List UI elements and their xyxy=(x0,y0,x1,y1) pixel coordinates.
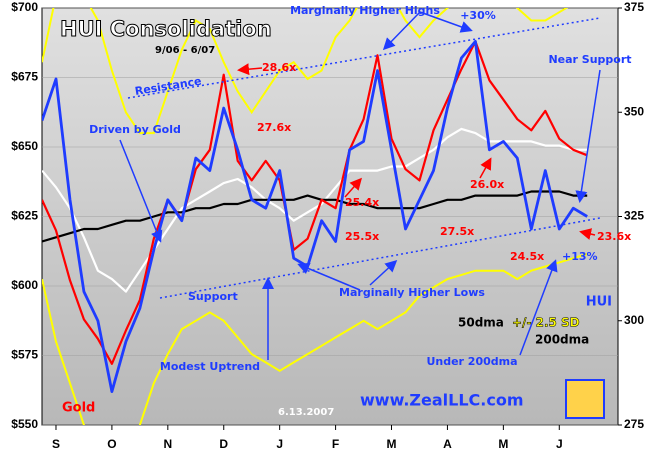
annotation: 25.4x xyxy=(345,196,379,209)
legend-label: 50dma xyxy=(458,316,504,330)
band-line xyxy=(42,8,569,135)
band-line xyxy=(42,253,588,425)
subtitle: 9/06 - 6/07 xyxy=(155,45,215,56)
y-tick-label: $700 xyxy=(11,0,38,14)
y2-tick-label: 300 xyxy=(624,313,644,327)
x-tick-label: N xyxy=(163,437,172,451)
series-line xyxy=(42,127,588,293)
annotation: Marginally Higher Lows xyxy=(339,286,485,299)
y-tick-label: $575 xyxy=(11,348,38,362)
annotation: 27.6x xyxy=(257,121,291,134)
y2-tick-label: 275 xyxy=(624,417,644,431)
annotation: 27.5x xyxy=(440,225,474,238)
x-tick-label: J xyxy=(556,437,563,451)
annotation: 28.6x xyxy=(262,61,296,74)
x-tick-label: F xyxy=(332,437,339,451)
annotation: Modest Uptrend xyxy=(160,360,260,373)
annotation: www.ZealLLC.com xyxy=(360,391,524,410)
annotation: Marginally Higher Highs xyxy=(290,4,440,17)
logo xyxy=(565,379,605,419)
y2-tick-label: 325 xyxy=(624,209,644,223)
series-line xyxy=(42,40,588,393)
annotation: +30% xyxy=(460,9,496,22)
annotation: 24.5x xyxy=(510,250,544,263)
annotation: 6.13.2007 xyxy=(278,407,334,418)
x-tick-label: M xyxy=(498,437,508,451)
y2-tick-label: 350 xyxy=(624,104,644,118)
annotation: 23.6x xyxy=(597,230,631,243)
series-line xyxy=(42,190,588,243)
legend-label: 200dma xyxy=(535,333,589,347)
annotation: 25.5x xyxy=(345,230,379,243)
x-tick-label: J xyxy=(276,437,283,451)
y-tick-label: $625 xyxy=(11,209,38,223)
annotation: +13% xyxy=(562,250,598,263)
series-line xyxy=(42,40,588,365)
legend-label: +/- 2.5 SD xyxy=(512,316,580,330)
x-tick-label: A xyxy=(443,437,452,451)
x-tick-label: S xyxy=(52,437,60,451)
y-tick-label: $550 xyxy=(11,417,38,431)
arrows xyxy=(119,11,601,360)
y-tick-label: $600 xyxy=(11,278,38,292)
annotation: HUI xyxy=(586,295,612,310)
annotation: 26.0x xyxy=(470,178,504,191)
annotation: Near Support xyxy=(548,53,631,66)
y2-tick-label: 375 xyxy=(624,0,644,14)
annotation: Under 200dma xyxy=(426,355,517,368)
y-tick-label: $650 xyxy=(11,139,38,153)
y-tick-label: $675 xyxy=(11,70,38,84)
x-tick-label: O xyxy=(107,437,116,451)
legend-label: Gold xyxy=(62,401,95,416)
annotation: Driven by Gold xyxy=(89,123,181,136)
x-tick-label: D xyxy=(219,437,228,451)
chart-title: HUI Consolidation xyxy=(60,17,272,41)
x-tick-label: M xyxy=(387,437,397,451)
annotation: Support xyxy=(188,290,238,303)
